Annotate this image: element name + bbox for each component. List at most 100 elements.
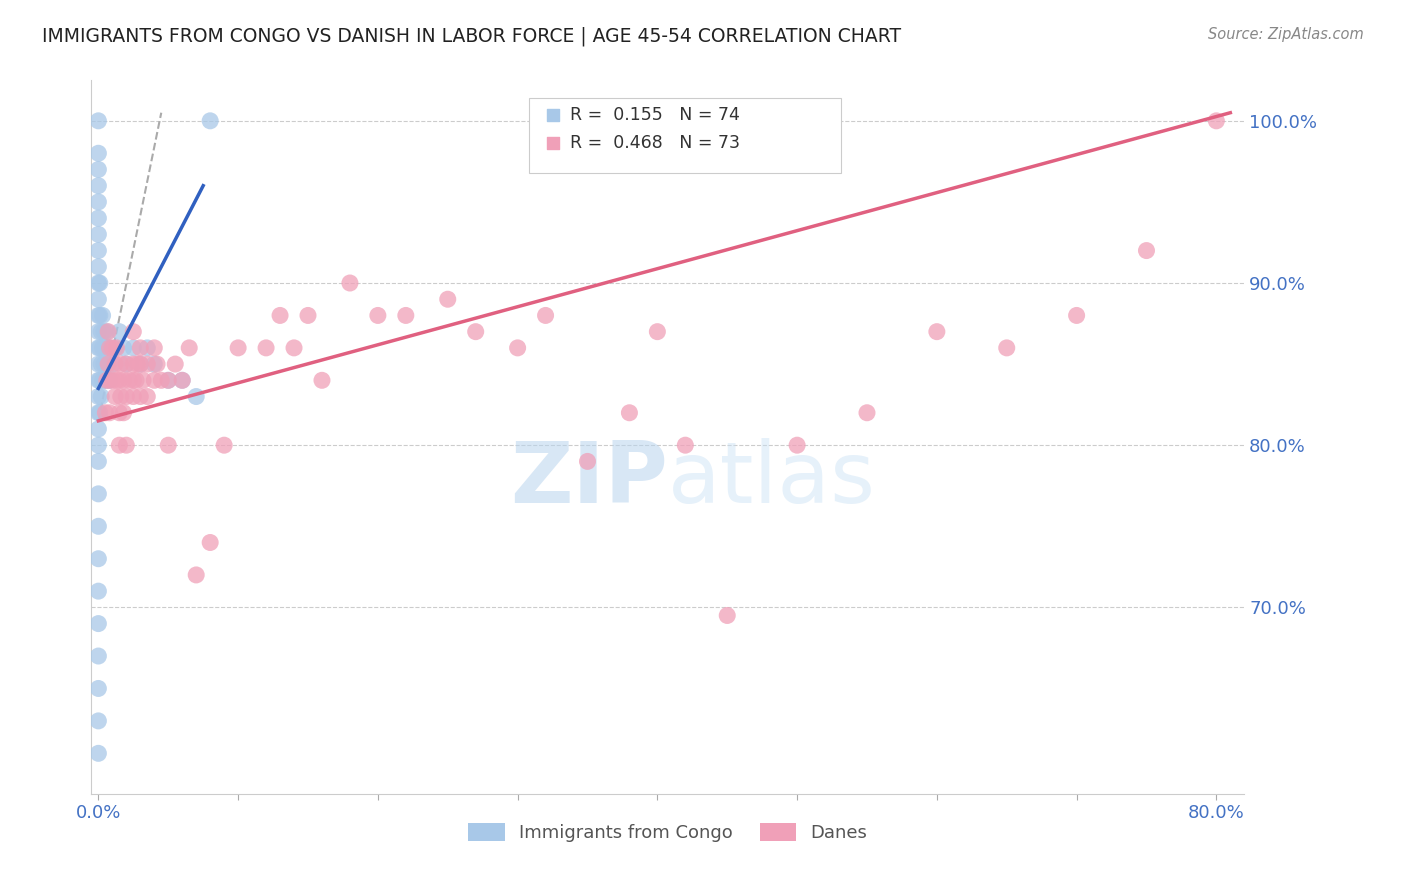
Point [96, 325, 118, 339]
Point [87, 113, 110, 128]
Point [150, 373, 173, 387]
Point [157, 438, 180, 452]
Point [87, 406, 110, 420]
Point [96, 357, 118, 371]
Point [534, 309, 557, 323]
Point [105, 341, 128, 355]
Point [94, 341, 117, 355]
Point [647, 325, 669, 339]
Point [87, 438, 110, 452]
Point [87, 616, 110, 631]
Point [110, 357, 132, 371]
Point [87, 309, 110, 323]
Point [87, 454, 110, 468]
Point [143, 341, 166, 355]
Point [506, 341, 529, 355]
Point [786, 438, 808, 452]
Point [91, 309, 114, 323]
Point [89, 406, 111, 420]
Point [122, 325, 145, 339]
Point [87, 162, 110, 177]
Point [619, 406, 641, 420]
Point [87, 390, 110, 404]
Point [87, 551, 110, 566]
Point [98, 373, 121, 387]
Point [87, 487, 110, 501]
Point [87, 276, 110, 290]
Point [87, 681, 110, 696]
Point [226, 341, 249, 355]
Point [90, 325, 112, 339]
Point [87, 373, 110, 387]
Point [198, 535, 221, 549]
Point [97, 357, 120, 371]
Point [464, 325, 486, 339]
Point [108, 373, 131, 387]
Point [87, 194, 110, 209]
Point [108, 325, 131, 339]
Text: Source: ZipAtlas.com: Source: ZipAtlas.com [1208, 27, 1364, 42]
Point [93, 325, 115, 339]
Point [89, 309, 111, 323]
Point [125, 373, 148, 387]
Point [96, 373, 118, 387]
Point [98, 341, 121, 355]
Point [856, 406, 879, 420]
Point [87, 325, 110, 339]
Point [115, 357, 138, 371]
Point [254, 341, 277, 355]
Point [104, 390, 127, 404]
Point [129, 357, 152, 371]
Point [97, 325, 120, 339]
Point [122, 390, 145, 404]
Point [94, 373, 117, 387]
Point [1135, 244, 1157, 258]
Point [112, 406, 135, 420]
Point [112, 373, 135, 387]
Point [311, 373, 333, 387]
Point [925, 325, 948, 339]
Point [105, 373, 128, 387]
Point [87, 178, 110, 193]
Point [87, 747, 110, 761]
Point [673, 438, 696, 452]
Point [146, 357, 169, 371]
Legend: Immigrants from Congo, Danes: Immigrants from Congo, Danes [461, 815, 875, 849]
Point [94, 406, 117, 420]
Point [172, 373, 194, 387]
Point [339, 276, 361, 290]
Point [101, 341, 124, 355]
Point [87, 211, 110, 226]
Point [269, 309, 291, 323]
Point [136, 341, 159, 355]
Point [98, 373, 121, 387]
Point [995, 341, 1018, 355]
Point [87, 584, 110, 599]
Point [91, 341, 114, 355]
Point [136, 390, 159, 404]
Point [367, 309, 389, 323]
Point [122, 373, 145, 387]
Point [112, 341, 135, 355]
Point [101, 357, 124, 371]
Point [143, 357, 166, 371]
Point [118, 373, 141, 387]
Point [87, 648, 110, 663]
Point [89, 341, 111, 355]
Point [157, 373, 180, 387]
Point [87, 714, 110, 728]
Text: R =  0.155   N = 74: R = 0.155 N = 74 [569, 105, 740, 123]
Point [115, 390, 138, 404]
FancyBboxPatch shape [530, 98, 841, 173]
Point [647, 192, 669, 206]
Point [297, 309, 319, 323]
Text: R =  0.468   N = 73: R = 0.468 N = 73 [569, 134, 740, 152]
Point [98, 406, 121, 420]
Text: ZIP: ZIP [510, 438, 668, 522]
Point [110, 390, 132, 404]
Point [101, 373, 124, 387]
Point [136, 357, 159, 371]
Point [87, 341, 110, 355]
Point [93, 357, 115, 371]
Point [198, 113, 221, 128]
